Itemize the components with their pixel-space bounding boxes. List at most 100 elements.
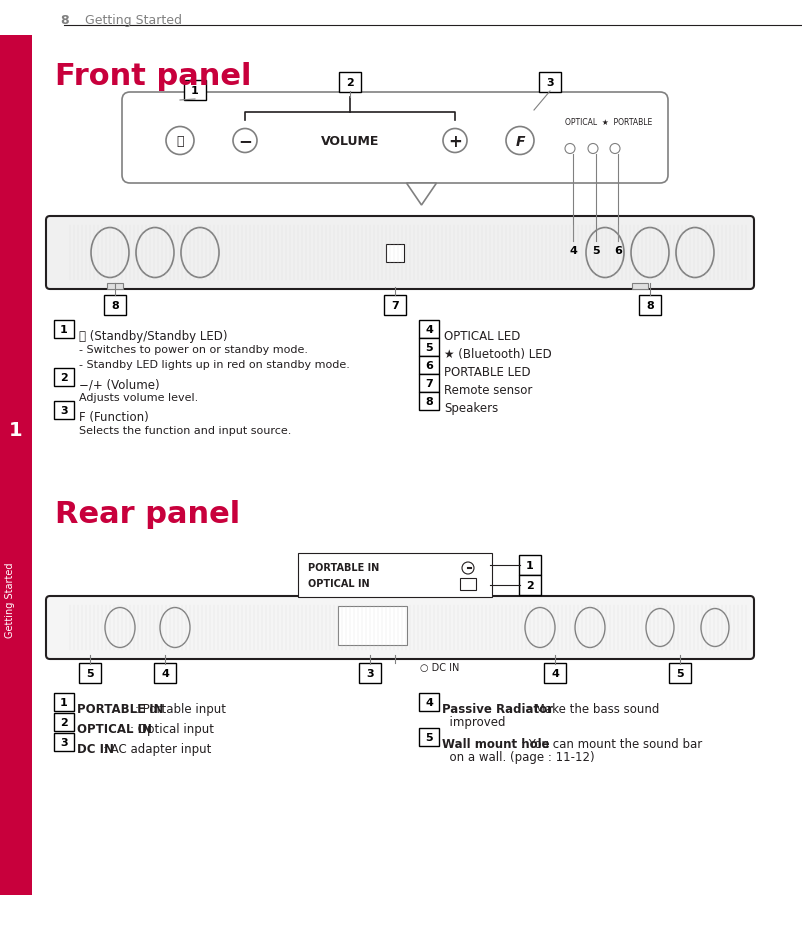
Text: Selects the function and input source.: Selects the function and input source.	[79, 426, 291, 436]
Text: 3: 3	[60, 406, 67, 416]
Text: OPTICAL  ★  PORTABLE: OPTICAL ★ PORTABLE	[565, 118, 651, 127]
Text: Getting Started: Getting Started	[85, 14, 182, 27]
Text: −: −	[237, 133, 252, 150]
FancyBboxPatch shape	[585, 240, 606, 260]
Text: DC IN: DC IN	[77, 743, 114, 756]
Text: 3: 3	[60, 738, 67, 748]
Text: 4: 4	[550, 669, 558, 679]
FancyBboxPatch shape	[54, 713, 74, 731]
Text: Passive Radiator: Passive Radiator	[441, 703, 553, 716]
Text: 5: 5	[591, 246, 599, 256]
Text: ★ (Bluetooth) LED: ★ (Bluetooth) LED	[444, 348, 551, 361]
FancyBboxPatch shape	[54, 693, 74, 711]
FancyBboxPatch shape	[54, 401, 74, 419]
Text: OPTICAL LED: OPTICAL LED	[444, 330, 520, 343]
Text: 6: 6	[424, 361, 432, 371]
FancyBboxPatch shape	[122, 92, 667, 183]
FancyBboxPatch shape	[419, 374, 439, 392]
FancyBboxPatch shape	[338, 72, 361, 92]
FancyBboxPatch shape	[419, 728, 439, 746]
Text: ⏻: ⏻	[176, 135, 184, 148]
Text: 1: 1	[60, 698, 68, 708]
Text: 6: 6	[614, 246, 622, 256]
Bar	[631, 283, 647, 289]
FancyBboxPatch shape	[538, 72, 561, 92]
Text: Front panel: Front panel	[55, 62, 251, 91]
Text: ○ DC IN: ○ DC IN	[419, 663, 459, 673]
FancyBboxPatch shape	[54, 733, 74, 751]
Text: 5: 5	[86, 669, 94, 679]
FancyBboxPatch shape	[518, 555, 541, 575]
Text: - Switches to power on or standby mode.: - Switches to power on or standby mode.	[79, 345, 308, 355]
Text: 4: 4	[161, 669, 168, 679]
Text: −/+ (Volume): −/+ (Volume)	[79, 378, 160, 391]
Text: 8: 8	[424, 397, 432, 407]
Text: +: +	[448, 133, 461, 150]
Text: 8: 8	[111, 301, 119, 311]
Text: 8: 8	[60, 14, 68, 27]
FancyBboxPatch shape	[154, 663, 176, 683]
FancyBboxPatch shape	[561, 240, 583, 260]
Text: F: F	[515, 134, 524, 148]
FancyBboxPatch shape	[518, 575, 541, 595]
Text: : Make the bass sound: : Make the bass sound	[526, 703, 658, 716]
FancyBboxPatch shape	[419, 320, 439, 338]
FancyBboxPatch shape	[606, 240, 628, 260]
Text: PORTABLE IN: PORTABLE IN	[77, 703, 164, 716]
FancyBboxPatch shape	[79, 663, 101, 683]
FancyBboxPatch shape	[419, 356, 439, 374]
Polygon shape	[406, 183, 436, 205]
FancyBboxPatch shape	[46, 596, 753, 659]
FancyBboxPatch shape	[386, 244, 403, 261]
Text: - Standby LED lights up in red on standby mode.: - Standby LED lights up in red on standb…	[79, 360, 350, 370]
Text: 5: 5	[424, 343, 432, 353]
Text: 4: 4	[424, 698, 432, 708]
Text: Speakers: Speakers	[444, 402, 497, 415]
FancyBboxPatch shape	[419, 392, 439, 410]
FancyBboxPatch shape	[54, 368, 74, 386]
Text: 2: 2	[60, 373, 68, 383]
Text: : Portable input: : Portable input	[135, 703, 226, 716]
Text: 1: 1	[525, 561, 533, 571]
Text: Adjusts volume level.: Adjusts volume level.	[79, 393, 198, 403]
Text: Remote sensor: Remote sensor	[444, 384, 532, 397]
Text: 7: 7	[391, 301, 399, 311]
Text: 3: 3	[545, 78, 553, 88]
Text: 2: 2	[60, 718, 68, 728]
Text: Wall mount hole: Wall mount hole	[441, 738, 549, 751]
Text: improved: improved	[441, 716, 505, 729]
Text: 1: 1	[9, 421, 22, 439]
Text: 1: 1	[60, 325, 68, 335]
FancyBboxPatch shape	[54, 320, 74, 338]
Text: VOLUME: VOLUME	[321, 135, 379, 148]
FancyBboxPatch shape	[419, 693, 439, 711]
Text: : Optical input: : Optical input	[130, 723, 214, 736]
Text: PORTABLE IN: PORTABLE IN	[308, 563, 379, 573]
FancyBboxPatch shape	[104, 295, 126, 315]
FancyBboxPatch shape	[298, 553, 492, 597]
FancyBboxPatch shape	[0, 35, 32, 895]
FancyBboxPatch shape	[338, 606, 407, 645]
FancyBboxPatch shape	[543, 663, 565, 683]
FancyBboxPatch shape	[383, 295, 406, 315]
Text: PORTABLE LED: PORTABLE LED	[444, 366, 530, 379]
FancyBboxPatch shape	[46, 216, 753, 289]
Bar	[107, 283, 123, 289]
Text: 8: 8	[646, 301, 653, 311]
Text: : You can mount the sound bar: : You can mount the sound bar	[520, 738, 702, 751]
FancyBboxPatch shape	[184, 80, 206, 100]
Text: 7: 7	[424, 379, 432, 389]
Text: 5: 5	[675, 669, 683, 679]
FancyBboxPatch shape	[460, 578, 476, 590]
Text: 3: 3	[366, 669, 374, 679]
Text: 5: 5	[424, 733, 432, 743]
Text: : AC adapter input: : AC adapter input	[103, 743, 212, 756]
Text: ⓘ (Standby/Standby LED): ⓘ (Standby/Standby LED)	[79, 330, 227, 343]
Text: Rear panel: Rear panel	[55, 500, 240, 529]
Text: 2: 2	[346, 78, 354, 88]
Text: Getting Started: Getting Started	[5, 563, 15, 638]
FancyBboxPatch shape	[668, 663, 691, 683]
FancyBboxPatch shape	[638, 295, 660, 315]
Text: 4: 4	[569, 246, 576, 256]
Text: 2: 2	[525, 581, 533, 591]
